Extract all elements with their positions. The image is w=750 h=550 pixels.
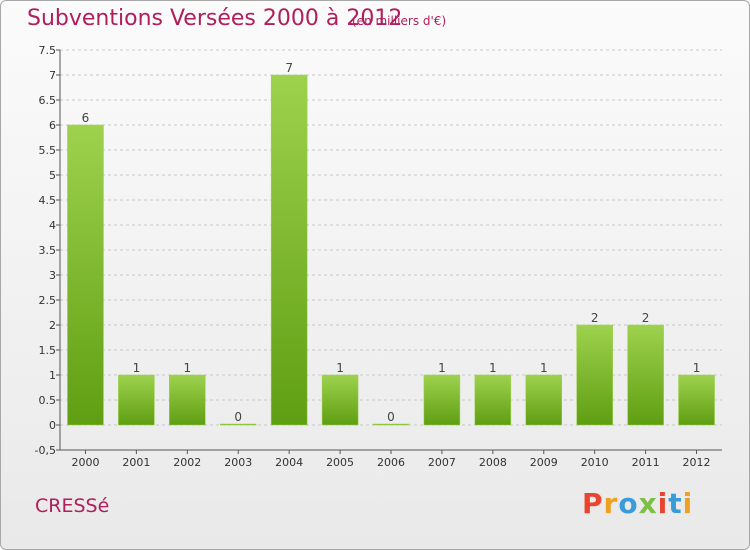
logo-letter: x: [638, 487, 658, 520]
bar: [270, 74, 308, 426]
bar: [321, 374, 359, 426]
bar: [474, 374, 512, 426]
data-label: 1: [133, 361, 141, 375]
x-tick-label: 2007: [428, 456, 456, 469]
data-label: 6: [82, 111, 90, 125]
data-label: 2: [591, 311, 599, 325]
chart-subtitle: (en milliers d'€): [352, 14, 447, 28]
x-tick-label: 2009: [530, 456, 558, 469]
x-tick-label: 2005: [326, 456, 354, 469]
y-tick-label: 3.5: [39, 244, 57, 257]
data-label: 1: [336, 361, 344, 375]
bar: [169, 374, 206, 426]
logo-letter: t: [668, 487, 683, 520]
y-tick-label: -0,5: [35, 444, 56, 457]
x-tick-label: 2012: [683, 456, 711, 469]
data-label: 1: [438, 361, 446, 375]
bar: [576, 324, 613, 426]
data-label: 1: [183, 361, 191, 375]
grid-lines: [60, 49, 722, 451]
logo-letter: o: [618, 487, 639, 520]
y-tick-label: 5.5: [39, 144, 57, 157]
y-tick-label: 3: [49, 269, 56, 282]
bar: [219, 423, 257, 426]
axes: -0,5 0 0.5 1 1.5 2 2.5 3 3.5 4 4.5 5 5.5 6 6.5 7 7.5 2000…: [35, 44, 722, 469]
bars: [67, 74, 715, 426]
data-label: 7: [285, 61, 293, 75]
y-tick-label: 1.5: [39, 344, 57, 357]
y-tick-label: 6.5: [39, 94, 57, 107]
bar: [678, 374, 715, 426]
x-tick-label: 2003: [224, 456, 252, 469]
logo-letter: P: [582, 487, 604, 520]
data-label: 0: [234, 410, 242, 424]
y-tick-label: 0: [49, 419, 56, 432]
x-tick-label: 2011: [632, 456, 660, 469]
data-label: 2: [642, 311, 650, 325]
y-tick-label: 6: [49, 119, 56, 132]
data-label: 1: [693, 361, 701, 375]
data-label: 1: [489, 361, 497, 375]
labels: 6 1 1 0 7 1 0 1 1 1 2 2 1: [82, 61, 701, 424]
proxiti-logo[interactable]: Proxiti: [582, 487, 693, 520]
bar: [372, 423, 410, 426]
bar: [67, 124, 104, 426]
y-tick-label: 7.5: [39, 44, 57, 57]
x-tick-label: 2010: [581, 456, 609, 469]
logo-letter: r: [603, 487, 619, 520]
data-label: 1: [540, 361, 548, 375]
x-tick-label: 2002: [173, 456, 201, 469]
y-tick-label: 0.5: [39, 394, 57, 407]
y-tick-label: 2.5: [39, 294, 57, 307]
bar: [118, 374, 155, 426]
logo-letter: i: [682, 487, 694, 520]
y-tick-label: 4: [49, 219, 56, 232]
data-label: 0: [387, 410, 395, 424]
y-tick-label: 5: [49, 169, 56, 182]
bar: [423, 374, 461, 426]
bar: [525, 374, 563, 426]
commune-name: CRESSé: [35, 495, 110, 517]
logo-letter: i: [657, 487, 669, 520]
chart-title: Subventions Versées 2000 à 2012: [27, 6, 403, 31]
y-tick-label: 2: [49, 319, 56, 332]
x-tick-label: 2001: [122, 456, 150, 469]
bar: [627, 324, 664, 426]
x-tick-label: 2000: [71, 456, 99, 469]
y-tick-label: 7: [49, 69, 56, 82]
y-tick-label: 1: [49, 369, 56, 382]
x-tick-label: 2008: [479, 456, 507, 469]
x-tick-label: 2004: [275, 456, 303, 469]
x-tick-label: 2006: [377, 456, 405, 469]
y-tick-label: 4.5: [39, 194, 57, 207]
